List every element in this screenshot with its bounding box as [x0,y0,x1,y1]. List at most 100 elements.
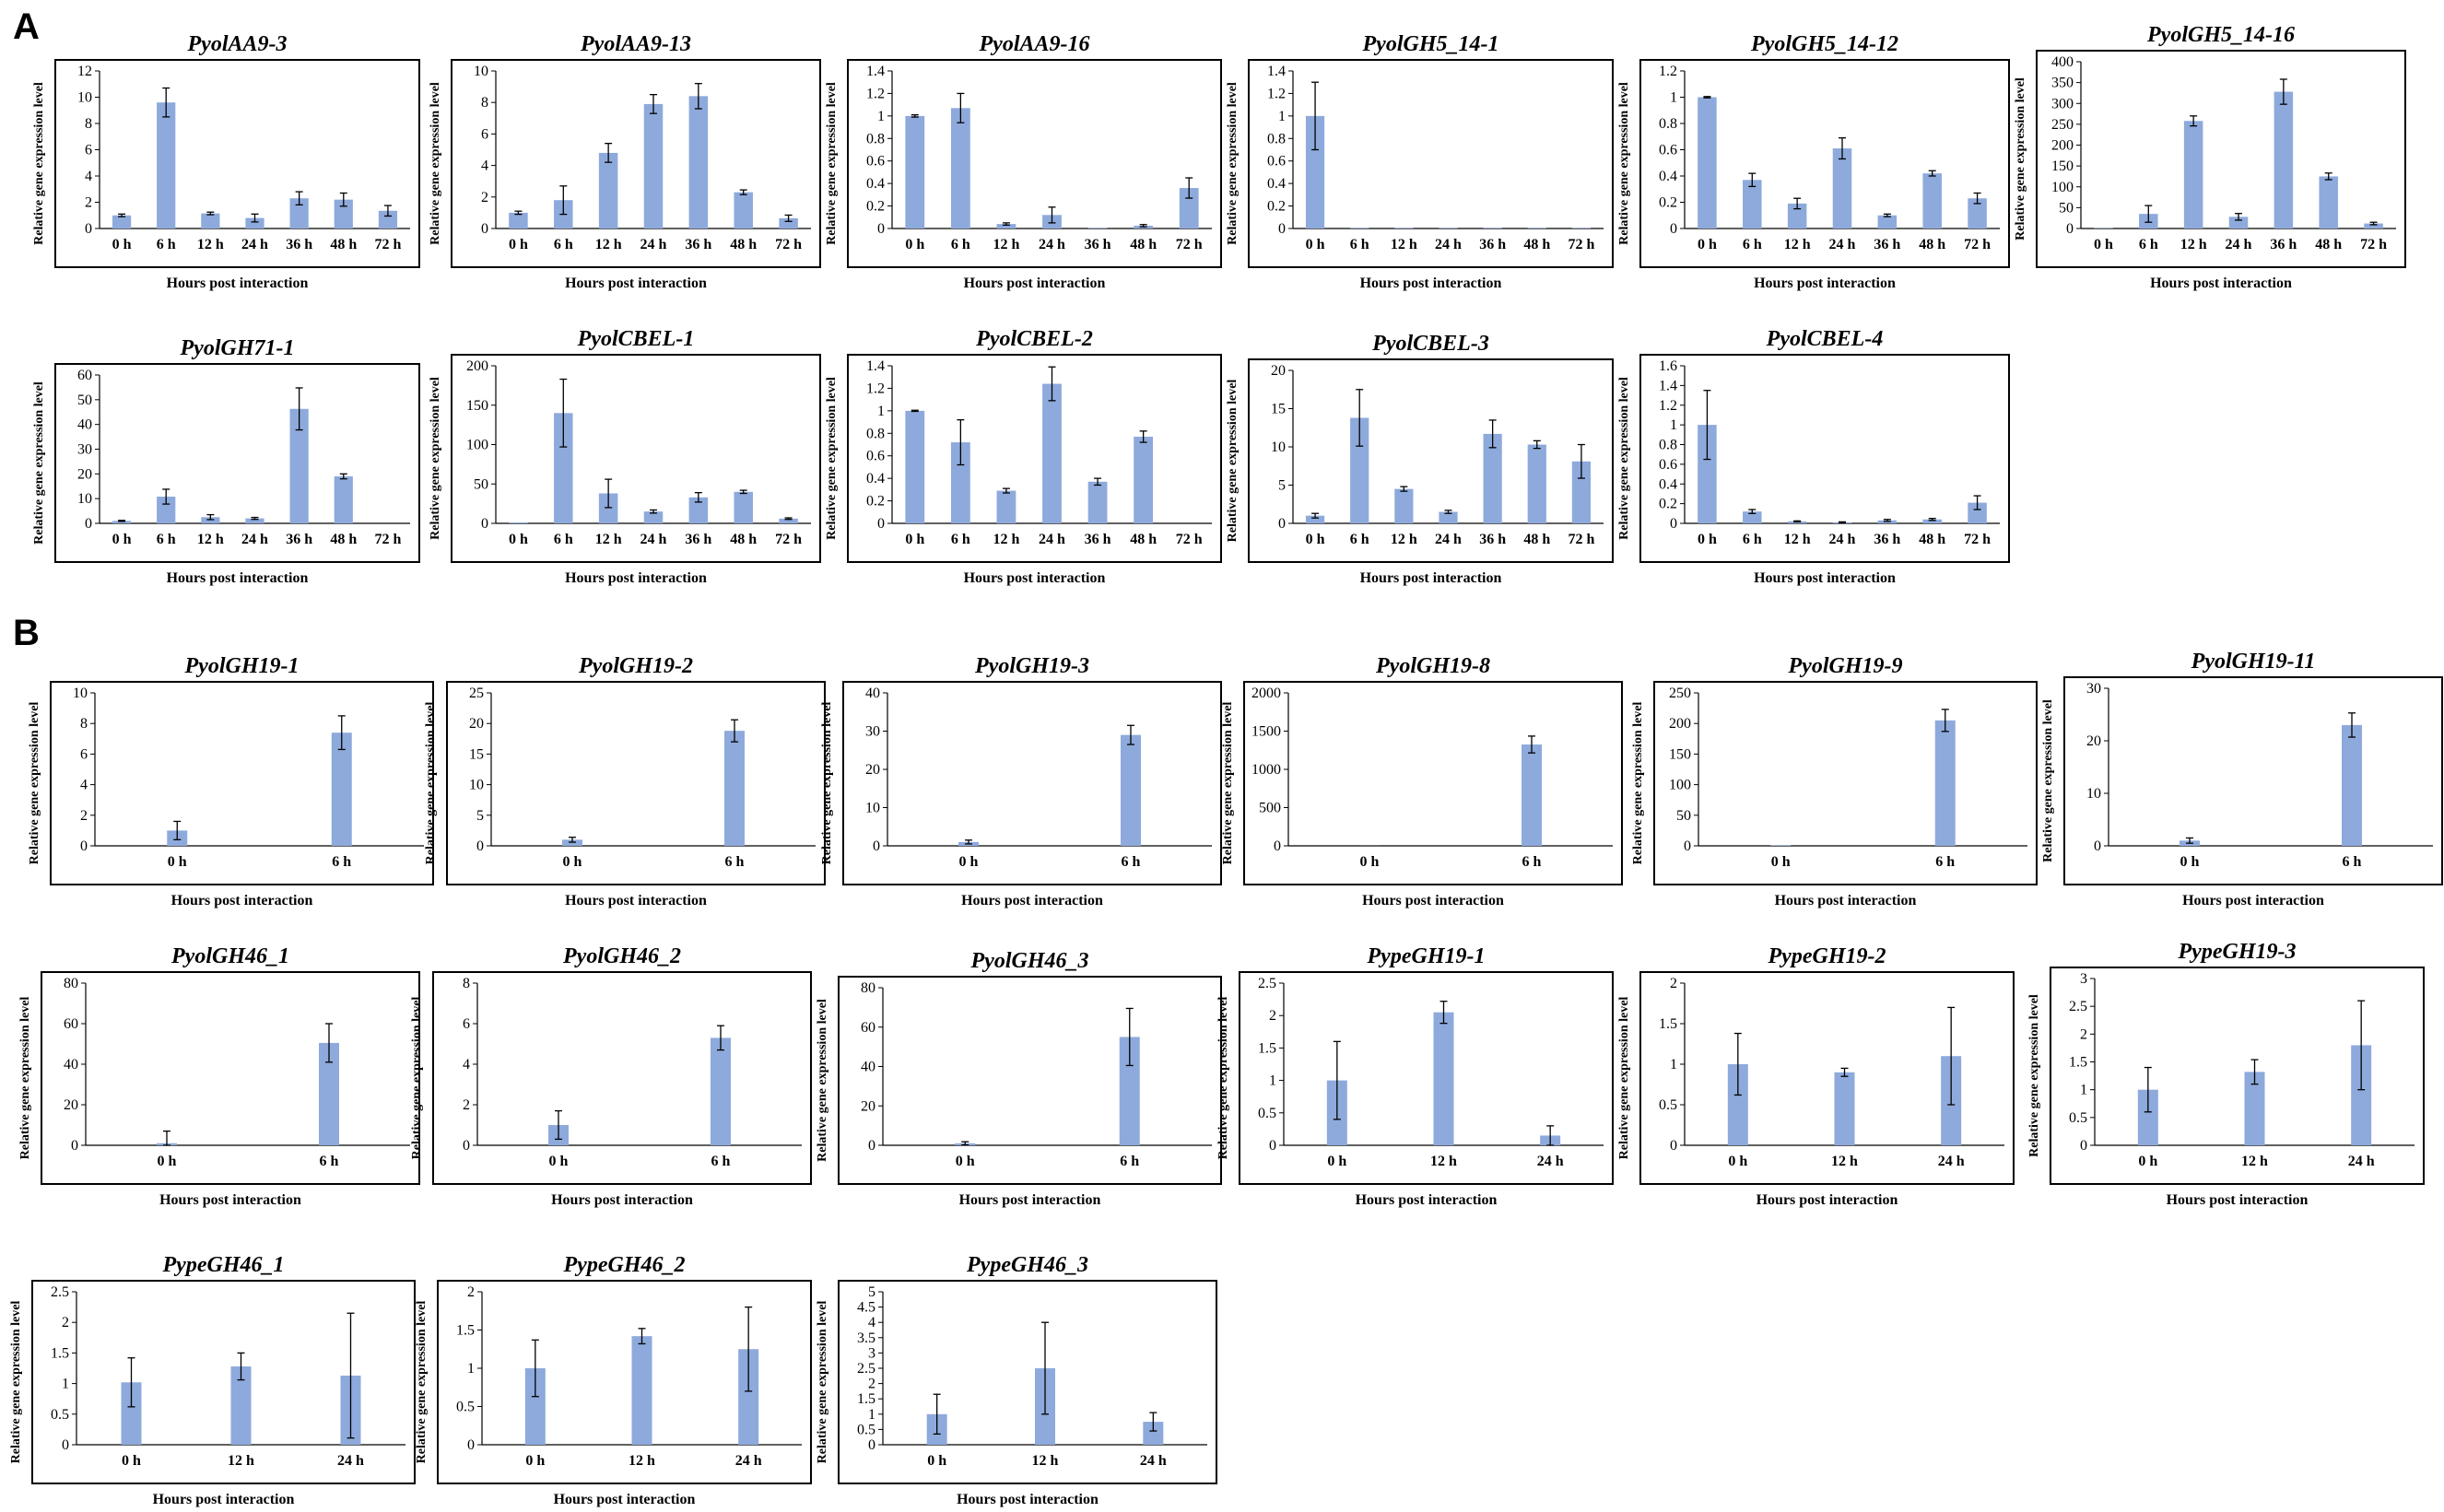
y-axis-label: Relative gene expression level [825,377,839,540]
y-axis-label: Relative gene expression level [816,999,829,1162]
x-tick-label: 0 h [525,1453,545,1469]
bar [598,493,618,523]
bar [905,115,925,229]
x-axis-label: Hours post interaction [1360,570,1502,586]
y-tick-label: 1.5 [456,1323,475,1339]
y-axis-label: Relative gene expression level [2041,699,2055,862]
y-axis-label: Relative gene expression level [18,997,32,1160]
y-tick-label: 5 [1278,478,1286,494]
y-tick-label: 2000 [1251,686,1281,701]
chart-title: PyolCBEL-2 [975,327,1093,351]
x-tick-label: 12 h [993,532,1019,547]
x-axis-label: Hours post interaction [1757,1192,1898,1208]
x-axis-label: Hours post interaction [565,893,707,908]
y-tick-label: 0.8 [1659,438,1677,453]
x-tick-label: 72 h [374,237,401,252]
y-tick-label: 0 [1278,221,1286,237]
chart-frame [838,1280,1217,1484]
bar [711,1037,731,1145]
x-tick-label: 24 h [241,532,268,547]
y-axis-label: Relative gene expression level [1631,702,1645,865]
bar [905,410,925,523]
y-tick-label: 300 [2051,96,2074,111]
chart-22: PypeGH19-2 Relative gene expression level… [1617,944,2015,1208]
bar [1527,444,1546,523]
y-tick-label: 100 [466,438,488,453]
y-tick-label: 2 [463,1097,470,1113]
chart-title: PyolGH5_14-12 [1750,32,1898,56]
y-tick-label: 4 [463,1057,470,1072]
x-axis-label: Hours post interaction [1356,1192,1498,1208]
x-tick-label: 0 h [905,532,924,547]
y-tick-label: 1.2 [1659,398,1677,414]
bar [631,1336,652,1445]
bar [524,1368,546,1445]
y-tick-label: 60 [64,1016,78,1032]
y-axis-label: Relative gene expression level [1216,997,1230,1160]
x-tick-label: 72 h [775,532,802,547]
y-tick-label: 400 [2051,54,2074,70]
x-axis-label: Hours post interaction [1360,275,1502,291]
y-tick-label: 0 [1684,838,1691,854]
y-tick-label: 10 [474,64,488,79]
bar [688,497,709,523]
chart-frame [54,59,420,268]
y-tick-label: 12 [77,64,92,79]
x-tick-label: 36 h [1874,237,1900,252]
chart-title: PyolGH19-9 [1788,654,1903,678]
y-tick-label: 30 [2086,681,2101,697]
x-tick-label: 6 h [1743,237,1762,252]
bar [1698,425,1717,523]
y-tick-label: 30 [77,442,92,458]
y-tick-label: 20 [2086,733,2101,749]
bar [378,210,398,229]
y-tick-label: 10 [865,801,880,816]
chart-title: PyolCBEL-3 [1371,332,1489,356]
x-axis-label: Hours post interaction [554,1492,696,1507]
y-axis-label: Relative gene expression level [1221,702,1235,865]
bar [201,517,220,523]
x-tick-label: 12 h [1784,237,1811,252]
chart-title: PyolAA9-3 [187,32,288,56]
x-tick-label: 36 h [1874,532,1900,547]
x-tick-label: 0 h [158,1154,177,1169]
y-tick-label: 1.2 [1267,86,1286,101]
chart-8: PyolCBEL-1 Relative gene expression level… [429,327,821,586]
y-tick-label: 10 [2086,786,2101,802]
x-tick-label: 12 h [197,532,224,547]
chart-frame [847,354,1222,563]
y-tick-label: 10 [77,491,92,507]
y-tick-label: 40 [64,1057,78,1072]
y-tick-label: 0 [877,221,885,237]
chart-18: PyolGH46_1 Relative gene expression level… [18,944,420,1208]
x-tick-label: 24 h [735,1453,762,1469]
y-axis-label: Relative gene expression level [429,377,442,540]
bar [1834,1072,1855,1145]
y-tick-label: 0 [2066,221,2074,237]
y-tick-label: 350 [2051,76,2074,91]
bar [1121,734,1141,846]
y-tick-label: 100 [2051,180,2074,195]
x-tick-label: 36 h [2270,237,2297,252]
y-tick-label: 8 [463,976,470,991]
bar [1571,461,1592,523]
x-tick-label: 6 h [2139,237,2158,252]
y-tick-label: 1 [1670,90,1677,106]
y-tick-label: 0 [868,1138,875,1154]
x-axis-label: Hours post interaction [167,570,309,586]
chart-frame [451,59,821,268]
y-tick-label: 1.4 [1659,378,1677,393]
y-tick-label: 0.6 [1267,154,1286,170]
chart-25: PypeGH46_2 Relative gene expression level… [415,1253,812,1507]
chart-title: PyolGH46_3 [970,949,1089,973]
x-tick-label: 0 h [509,532,528,547]
chart-15: PyolGH19-8 Relative gene expression level… [1221,654,1623,908]
x-tick-label: 6 h [1122,854,1141,870]
chart-title: PypeGH46_1 [162,1253,285,1277]
y-tick-label: 250 [1669,686,1691,701]
y-tick-label: 0.6 [1659,143,1677,158]
bar [245,217,264,229]
chart-16: PyolGH19-9 Relative gene expression level… [1631,654,2038,908]
bar [950,108,970,229]
y-axis-label: Relative gene expression level [32,381,46,545]
